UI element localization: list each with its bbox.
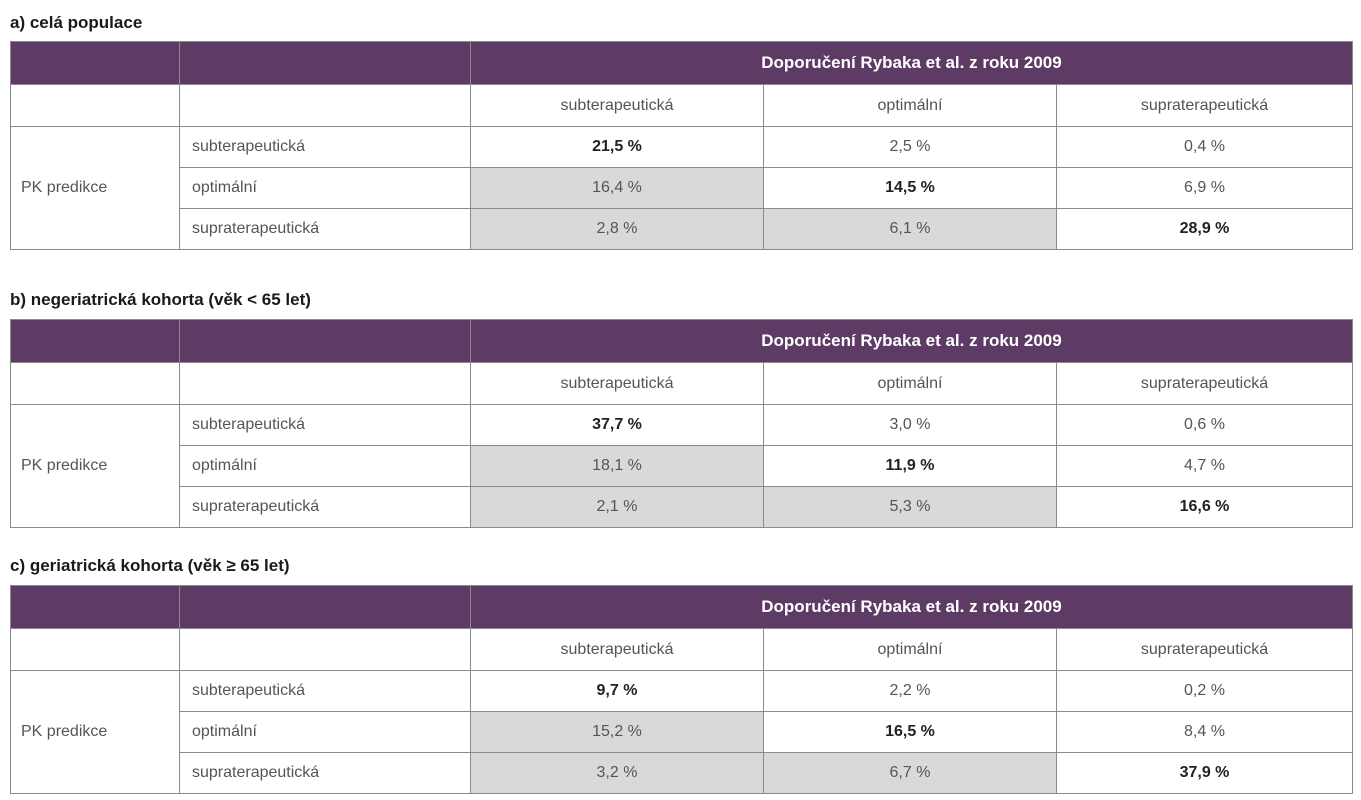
table-cell: 15,2 % [470, 711, 764, 753]
table-cell: 2,8 % [470, 208, 764, 250]
table-cell: 0,4 % [1056, 126, 1353, 168]
table-header-row: Doporučení Rybaka et al. z roku 2009 [10, 319, 1353, 363]
table-row: optimální 15,2 % 16,5 % 8,4 % [11, 711, 1353, 753]
table-header: Doporučení Rybaka et al. z roku 2009 [470, 319, 1353, 363]
row-label: optimální [179, 711, 471, 753]
empty-cell [10, 628, 180, 671]
empty-cell [179, 628, 471, 671]
table-cell: 9,7 % [470, 670, 764, 712]
header-empty-cell [179, 319, 471, 363]
empty-cell [10, 362, 180, 405]
table-row: supraterapeutická 2,1 % 5,3 % 16,6 % [11, 486, 1353, 528]
table-cell: 16,4 % [470, 167, 764, 209]
table-cell: 2,5 % [763, 126, 1057, 168]
empty-cell [10, 84, 180, 127]
column-header: optimální [763, 628, 1057, 671]
table-cell: 18,1 % [470, 445, 764, 487]
column-header: supraterapeutická [1056, 362, 1353, 405]
empty-cell [179, 362, 471, 405]
column-header: supraterapeutická [1056, 628, 1353, 671]
table-cell: 0,6 % [1056, 404, 1353, 446]
table-cell: 4,7 % [1056, 445, 1353, 487]
table-cell: 3,0 % [763, 404, 1057, 446]
header-empty-cell [10, 41, 180, 85]
table-cell: 14,5 % [763, 167, 1057, 209]
table-cell: 16,6 % [1056, 486, 1353, 528]
empty-cell [179, 84, 471, 127]
table-cell: 3,2 % [470, 752, 764, 794]
row-label: supraterapeutická [179, 208, 471, 250]
table-row: optimální 16,4 % 14,5 % 6,9 % [11, 167, 1353, 209]
header-empty-cell [10, 585, 180, 629]
row-label: supraterapeutická [179, 752, 471, 794]
table-cell: 28,9 % [1056, 208, 1353, 250]
data-table: Doporučení Rybaka et al. z roku 2009 sub… [10, 41, 1353, 250]
header-empty-cell [10, 319, 180, 363]
column-header: supraterapeutická [1056, 84, 1353, 127]
row-label: subterapeutická [179, 404, 471, 446]
table-cell: 2,2 % [763, 670, 1057, 712]
table-cell: 37,9 % [1056, 752, 1353, 794]
table-cell: 6,7 % [763, 752, 1057, 794]
header-empty-cell [179, 41, 471, 85]
column-header-row: subterapeutická optimální supraterapeuti… [10, 362, 1353, 405]
column-header: subterapeutická [470, 362, 764, 405]
table-header-row: Doporučení Rybaka et al. z roku 2009 [10, 41, 1353, 85]
table-cell: 6,1 % [763, 208, 1057, 250]
table-header: Doporučení Rybaka et al. z roku 2009 [470, 41, 1353, 85]
table-row: PK predikce subterapeutická 9,7 % 2,2 % … [10, 670, 1353, 794]
table-header: Doporučení Rybaka et al. z roku 2009 [470, 585, 1353, 629]
column-header: subterapeutická [470, 84, 764, 127]
table-row: PK predikce subterapeutická 37,7 % 3,0 %… [10, 404, 1353, 528]
column-header: optimální [763, 362, 1057, 405]
table-header-row: Doporučení Rybaka et al. z roku 2009 [10, 585, 1353, 629]
table-cell: 8,4 % [1056, 711, 1353, 753]
row-group-label: PK predikce [10, 670, 180, 794]
section-title: b) negeriatrická kohorta (věk < 65 let) [10, 290, 311, 309]
table-cell: 21,5 % [470, 126, 764, 168]
column-header-row: subterapeutická optimální supraterapeuti… [10, 628, 1353, 671]
table-cell: 16,5 % [763, 711, 1057, 753]
column-header-row: subterapeutická optimální supraterapeuti… [10, 84, 1353, 127]
row-label: supraterapeutická [179, 486, 471, 528]
header-empty-cell [179, 585, 471, 629]
table-row: supraterapeutická 3,2 % 6,7 % 37,9 % [11, 752, 1353, 794]
row-group-label: PK predikce [10, 126, 180, 250]
table-row: supraterapeutická 2,8 % 6,1 % 28,9 % [11, 208, 1353, 250]
data-table: Doporučení Rybaka et al. z roku 2009 sub… [10, 585, 1353, 794]
column-header: optimální [763, 84, 1057, 127]
row-label: subterapeutická [179, 670, 471, 712]
table-cell: 6,9 % [1056, 167, 1353, 209]
table-cell: 5,3 % [763, 486, 1057, 528]
row-label: optimální [179, 167, 471, 209]
row-group-label: PK predikce [10, 404, 180, 528]
table-cell: 2,1 % [470, 486, 764, 528]
row-label: optimální [179, 445, 471, 487]
table-cell: 11,9 % [763, 445, 1057, 487]
column-header: subterapeutická [470, 628, 764, 671]
table-row: optimální 18,1 % 11,9 % 4,7 % [11, 445, 1353, 487]
section-title: a) celá populace [10, 13, 143, 32]
table-cell: 37,7 % [470, 404, 764, 446]
row-label: subterapeutická [179, 126, 471, 168]
table-cell: 0,2 % [1056, 670, 1353, 712]
section-title: c) geriatrická kohorta (věk ≥ 65 let) [10, 556, 290, 575]
data-table: Doporučení Rybaka et al. z roku 2009 sub… [10, 319, 1353, 528]
table-row: PK predikce subterapeutická 21,5 % 2,5 %… [10, 126, 1353, 250]
